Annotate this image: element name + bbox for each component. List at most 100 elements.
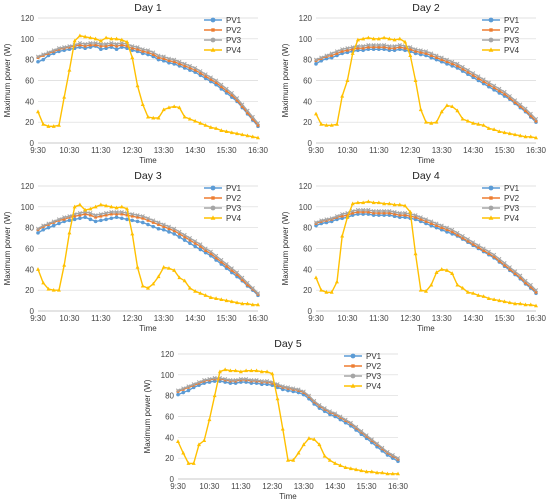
data-point-pv4 [36,267,40,271]
data-point-pv3 [319,55,324,60]
data-point-pv2 [372,211,376,215]
data-point-pv3 [224,86,229,91]
data-point-pv4 [534,303,538,308]
data-point-pv2 [167,227,171,231]
data-point-pv3 [219,82,224,87]
data-point-pv1 [176,392,180,397]
data-point-pv2 [476,246,480,249]
data-point-pv2 [314,59,318,63]
data-point-pv2 [424,52,428,55]
data-point-pv2 [193,241,197,245]
data-point-pv2 [162,225,166,229]
data-point-pv4 [380,470,385,475]
y-tick-label: 40 [25,97,34,106]
data-point-pv4 [62,94,67,99]
data-point-pv2 [115,44,118,48]
data-point-pv3 [67,44,72,49]
data-point-pv3 [450,59,455,64]
y-axis-label: Maximum power (W) [281,43,290,117]
y-tick-label: 120 [161,350,175,359]
data-point-pv4 [172,104,177,109]
data-point-pv1 [114,47,119,52]
data-point-pv2 [354,426,358,430]
data-point-pv3 [492,252,497,257]
data-point-pv4 [240,301,245,306]
data-point-pv4 [387,36,392,41]
data-point-pv3 [418,215,423,220]
chart-title: Day 3 [134,170,162,182]
data-point-pv4 [413,78,418,82]
data-point-pv3 [240,275,245,280]
x-tick-label: 16:30 [248,314,269,323]
data-point-pv1 [314,62,318,66]
data-point-pv4 [245,301,250,306]
data-point-pv2 [251,287,255,291]
data-point-pv1 [88,217,93,222]
data-point-pv1 [36,231,40,235]
data-point-pv2 [162,57,166,61]
data-point-pv2 [192,383,196,387]
data-point-pv2 [151,53,155,56]
data-point-pv2 [361,46,365,50]
data-point-pv4 [196,442,201,447]
data-point-pv4 [322,453,327,458]
data-point-pv2 [47,52,50,55]
x-tick-label: 9:30 [308,314,324,323]
data-point-pv1 [51,223,56,228]
data-point-pv2 [228,379,232,383]
data-point-pv3 [114,209,119,215]
data-point-pv2 [246,283,249,287]
data-point-pv3 [156,53,161,58]
data-point-pv4 [182,114,187,119]
data-point-pv2 [529,114,533,118]
data-point-pv2 [68,45,71,49]
data-point-pv2 [450,62,454,66]
data-point-pv2 [256,292,260,296]
line-chart-day-1: Day 1 0 20 40 60 80 100 120 9:30 10:30 11:30 12:30 1… [3,2,269,165]
data-point-pv4 [56,123,61,127]
data-point-pv3 [301,389,306,394]
data-point-pv3 [471,240,476,245]
data-point-pv4 [369,469,374,474]
data-point-pv4 [151,115,156,120]
data-point-pv4 [465,118,470,123]
data-point-pv3 [334,214,340,219]
data-point-pv3 [130,212,135,217]
data-point-pv3 [35,54,41,59]
data-point-pv3 [234,270,240,275]
data-point-pv4 [235,131,240,136]
data-point-pv3 [285,385,291,390]
data-point-pv4 [98,202,103,207]
data-point-pv3 [41,52,46,57]
data-point-pv3 [374,441,380,446]
data-point-pv4 [327,458,332,462]
y-tick-label: 80 [165,392,174,401]
data-point-pv3 [418,48,423,53]
data-point-pv3 [62,215,67,220]
data-point-pv2 [244,378,248,382]
data-point-pv4 [492,127,497,131]
legend-label-pv4: PV4 [504,214,520,223]
data-point-pv3 [345,46,350,51]
legend-label-pv2: PV2 [504,194,520,203]
data-point-pv3 [387,208,392,214]
data-point-pv3 [104,41,109,47]
data-point-pv4 [151,281,156,286]
data-point-pv4 [424,119,428,124]
data-point-pv4 [104,203,109,208]
x-axis-label: Time [139,324,157,333]
data-point-pv2 [435,56,438,59]
data-point-pv4 [198,121,203,125]
data-point-pv2 [356,210,360,214]
data-point-pv2 [398,213,402,217]
data-point-pv3 [423,217,429,222]
data-point-pv1 [78,216,82,221]
data-point-pv2 [115,212,118,216]
data-point-pv3 [140,214,145,219]
data-point-pv3 [429,51,434,56]
x-axis-label: Time [139,156,157,165]
data-point-pv2 [213,377,217,381]
data-point-pv4 [214,126,219,130]
x-tick-label: 15:30 [495,146,516,155]
data-point-pv1 [135,219,140,224]
